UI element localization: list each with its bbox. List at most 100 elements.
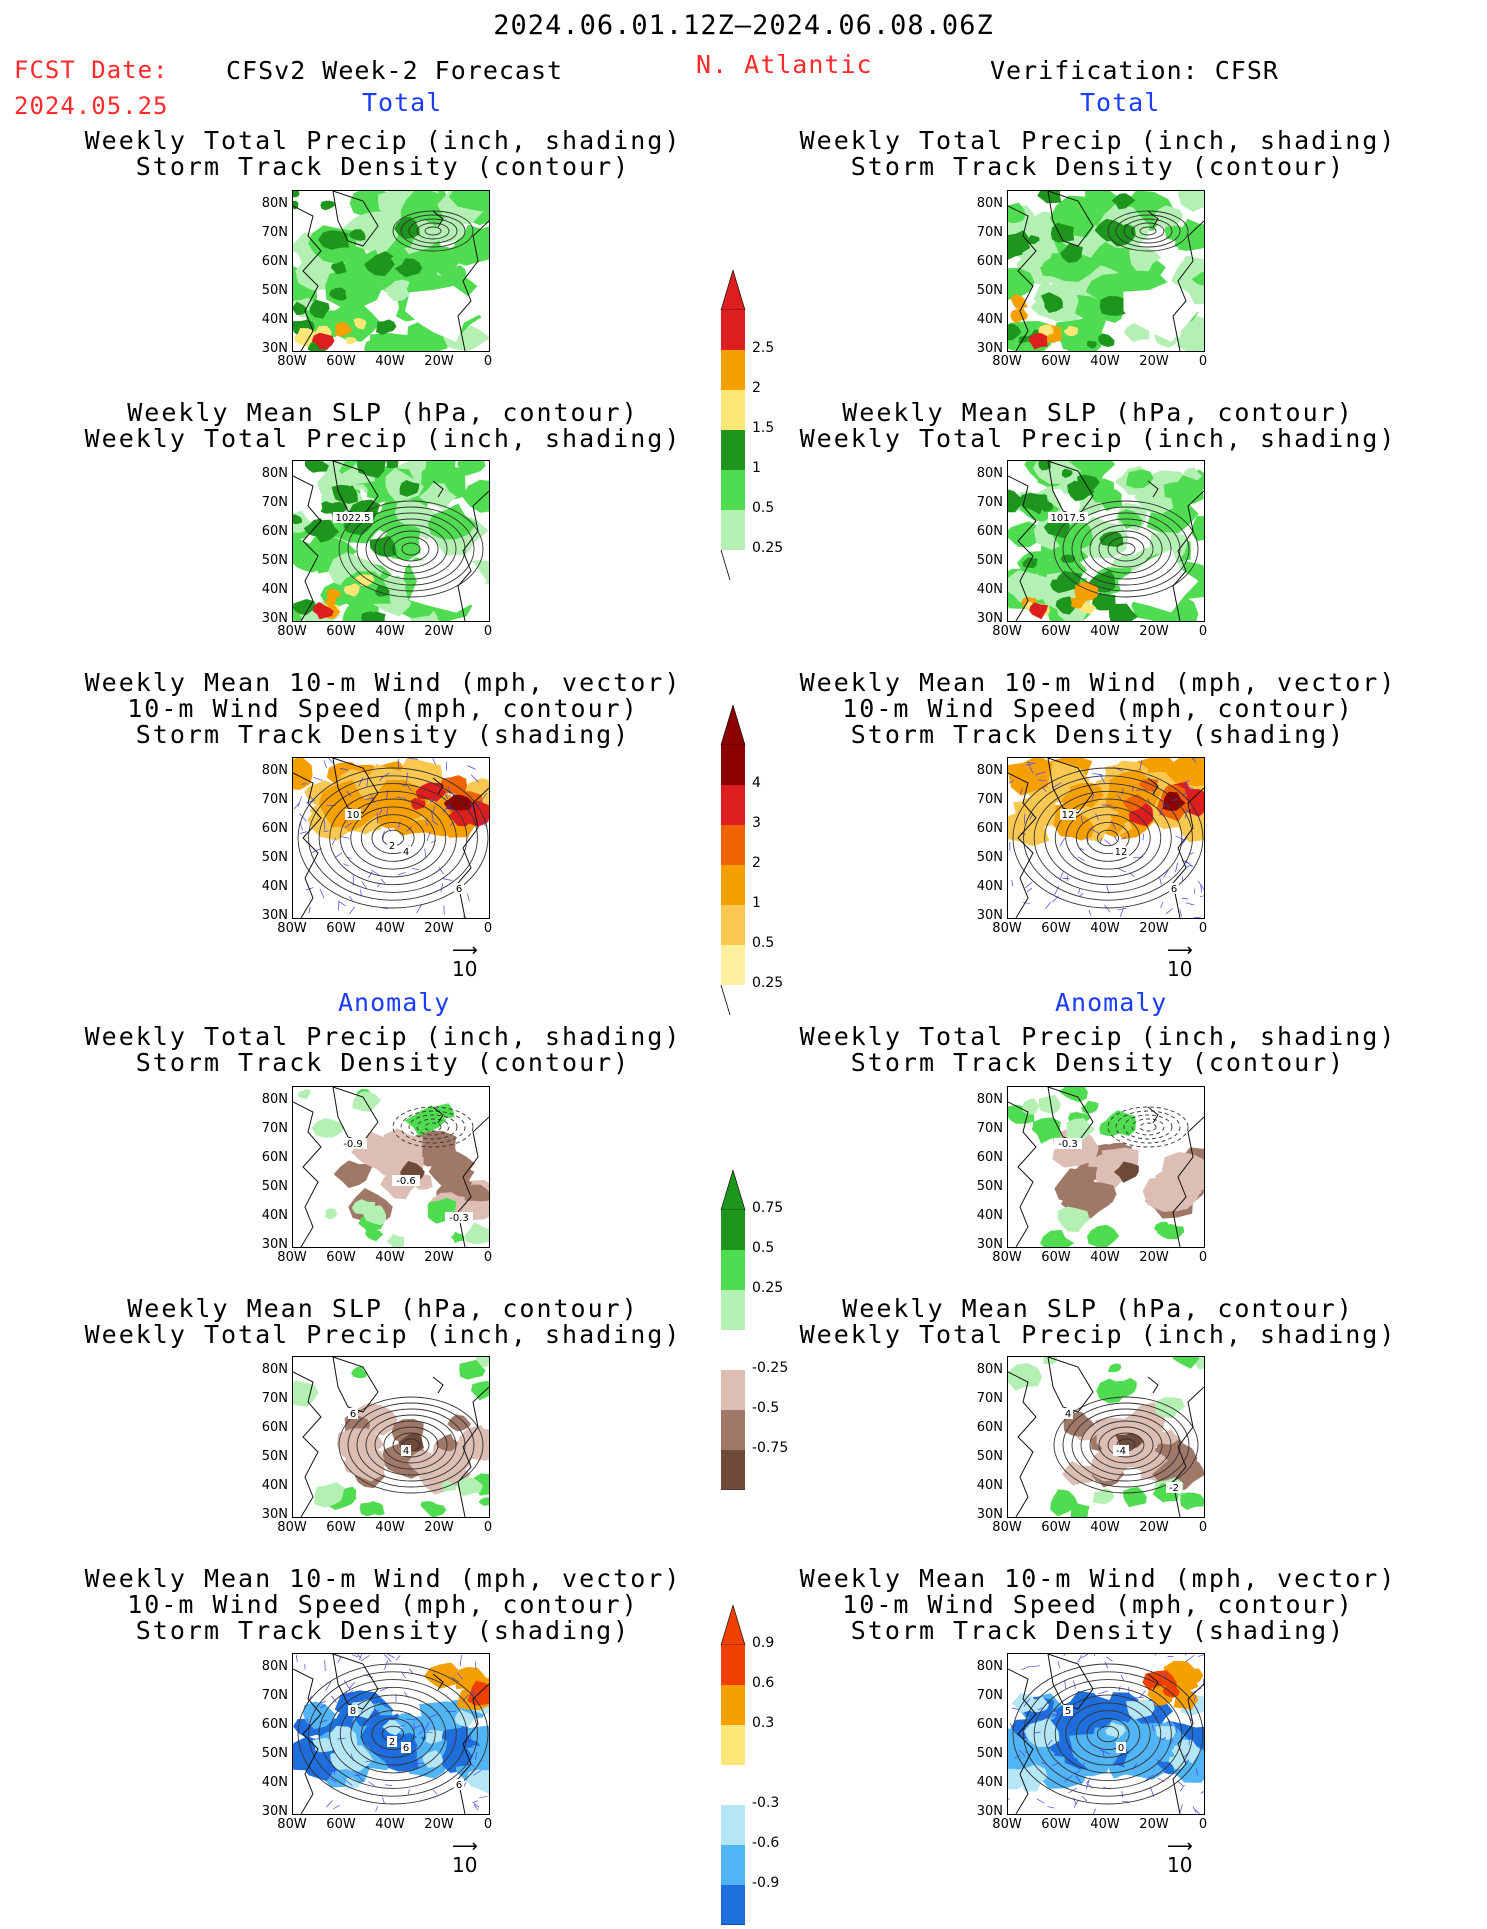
contour-label: 4: [1063, 1408, 1073, 1420]
colorbar-tick-label: -0.3: [752, 1795, 779, 1811]
contour-label: 4: [401, 1445, 411, 1457]
lon-tick-label: 80W: [987, 921, 1027, 936]
lat-tick-label: 60N: [256, 254, 288, 269]
lat-tick-label: 40N: [971, 582, 1003, 597]
contour-label: 1017.5: [1048, 512, 1088, 524]
panel-title: Weekly Mean 10-m Wind (mph, vector)10-m …: [33, 1566, 733, 1644]
panel-title-line: 10-m Wind Speed (mph, contour): [33, 696, 733, 722]
lon-tick-label: 80W: [272, 1817, 312, 1832]
contour-label: 1022.5: [333, 512, 373, 524]
lon-tick-label: 40W: [1085, 1250, 1125, 1265]
lon-tick-label: 0: [1183, 1520, 1223, 1535]
region-label: N. Atlantic: [696, 50, 873, 79]
left-column-title: CFSv2 Week-2 Forecast: [226, 56, 563, 85]
svg-text:12: 12: [1115, 847, 1128, 858]
vector-reference-value: 10: [452, 1853, 478, 1877]
lat-tick-label: 50N: [971, 1449, 1003, 1464]
colorbar-tick-label: 2.5: [752, 340, 774, 356]
panel-title-line: 10-m Wind Speed (mph, contour): [33, 1592, 733, 1618]
contour-label: -0.3: [1054, 1138, 1082, 1150]
lat-tick-label: 70N: [971, 225, 1003, 240]
lon-tick-label: 20W: [419, 624, 459, 639]
panel-title-line: Weekly Mean 10-m Wind (mph, vector): [748, 1566, 1448, 1592]
lat-tick-label: 80N: [971, 1362, 1003, 1377]
lon-tick-label: 0: [468, 624, 508, 639]
lon-tick-label: 40W: [1085, 354, 1125, 369]
lat-tick-label: 40N: [971, 1775, 1003, 1790]
lat-tick-label: 60N: [971, 524, 1003, 539]
colorbar-tick-label: 0.25: [752, 1280, 783, 1296]
svg-text:6: 6: [456, 1780, 462, 1791]
lat-tick-label: 70N: [256, 1688, 288, 1703]
svg-text:-0.6: -0.6: [396, 1176, 416, 1187]
vector-reference-value: 10: [1167, 957, 1193, 981]
section-total-left: Total: [362, 88, 442, 117]
panel-title-line: Weekly Total Precip (inch, shading): [33, 128, 733, 154]
lon-tick-label: 20W: [419, 1520, 459, 1535]
contour-label: -2: [1166, 1482, 1182, 1494]
lon-tick-label: 60W: [1036, 1817, 1076, 1832]
right-column-title: Verification: CFSR: [990, 56, 1279, 85]
map-field: 4-4-2: [1008, 1357, 1204, 1517]
map-field: -0.9-0.6-0.3: [293, 1087, 489, 1247]
panel-title-line: Weekly Mean 10-m Wind (mph, vector): [33, 1566, 733, 1592]
lat-tick-label: 50N: [256, 850, 288, 865]
svg-text:-0.3: -0.3: [1058, 1139, 1078, 1150]
vector-reference-arrow: ⟶: [1167, 1841, 1193, 1853]
colorbar-tick-label: -0.25: [752, 1360, 788, 1376]
lat-tick-label: 60N: [971, 1150, 1003, 1165]
lon-tick-label: 0: [468, 354, 508, 369]
panel-title-line: Weekly Total Precip (inch, shading): [33, 1322, 733, 1348]
lat-tick-label: 80N: [256, 466, 288, 481]
panel-title: Weekly Total Precip (inch, shading)Storm…: [748, 128, 1448, 180]
vector-reference: ⟶10: [1167, 1841, 1193, 1877]
panel-title-line: Weekly Mean SLP (hPa, contour): [33, 400, 733, 426]
svg-text:2: 2: [389, 1737, 395, 1748]
lat-tick-label: 50N: [971, 1746, 1003, 1761]
colorbar-graphic: [718, 1605, 748, 1925]
lon-tick-label: 20W: [1134, 624, 1174, 639]
map-field: 50: [1008, 1654, 1204, 1814]
colorbar-tick-label: 0.25: [752, 540, 783, 556]
lon-tick-label: 20W: [1134, 1250, 1174, 1265]
lon-tick-label: 0: [468, 1250, 508, 1265]
lat-tick-label: 60N: [971, 821, 1003, 836]
colorbar-tick-label: 1: [752, 460, 761, 476]
lon-tick-label: 0: [468, 921, 508, 936]
colorbar-graphic: [718, 270, 748, 590]
lat-tick-label: 80N: [971, 196, 1003, 211]
lat-tick-label: 70N: [256, 1391, 288, 1406]
lon-tick-label: 80W: [272, 624, 312, 639]
panel-title-line: Storm Track Density (shading): [748, 722, 1448, 748]
lat-tick-label: 70N: [256, 225, 288, 240]
lon-tick-label: 80W: [987, 1817, 1027, 1832]
colorbar-tick-label: 3: [752, 815, 761, 831]
panel-title-line: Weekly Mean SLP (hPa, contour): [748, 1296, 1448, 1322]
lon-tick-label: 20W: [419, 1250, 459, 1265]
colorbar-tick-label: -0.6: [752, 1835, 779, 1851]
panel-title-line: Weekly Total Precip (inch, shading): [748, 426, 1448, 452]
panel-title-line: Weekly Mean 10-m Wind (mph, vector): [748, 670, 1448, 696]
svg-text:5: 5: [1065, 1706, 1071, 1717]
lon-tick-label: 40W: [1085, 1520, 1125, 1535]
lat-tick-label: 50N: [971, 850, 1003, 865]
panel-title-line: Weekly Total Precip (inch, shading): [33, 426, 733, 452]
vector-reference-arrow: ⟶: [452, 945, 478, 957]
lat-tick-label: 40N: [971, 879, 1003, 894]
contour-label: 5: [1063, 1705, 1073, 1717]
lon-tick-label: 60W: [321, 1250, 361, 1265]
svg-text:12: 12: [1062, 810, 1075, 821]
lon-tick-label: 80W: [272, 1250, 312, 1265]
contour-label: 12: [1060, 809, 1076, 821]
lon-tick-label: 0: [1183, 624, 1223, 639]
colorbar-tick-label: -0.9: [752, 1875, 779, 1891]
lon-tick-label: 60W: [321, 624, 361, 639]
lat-tick-label: 70N: [256, 495, 288, 510]
lat-tick-label: 50N: [256, 283, 288, 298]
lon-tick-label: 60W: [321, 354, 361, 369]
map-field: -0.3: [1008, 1087, 1204, 1247]
